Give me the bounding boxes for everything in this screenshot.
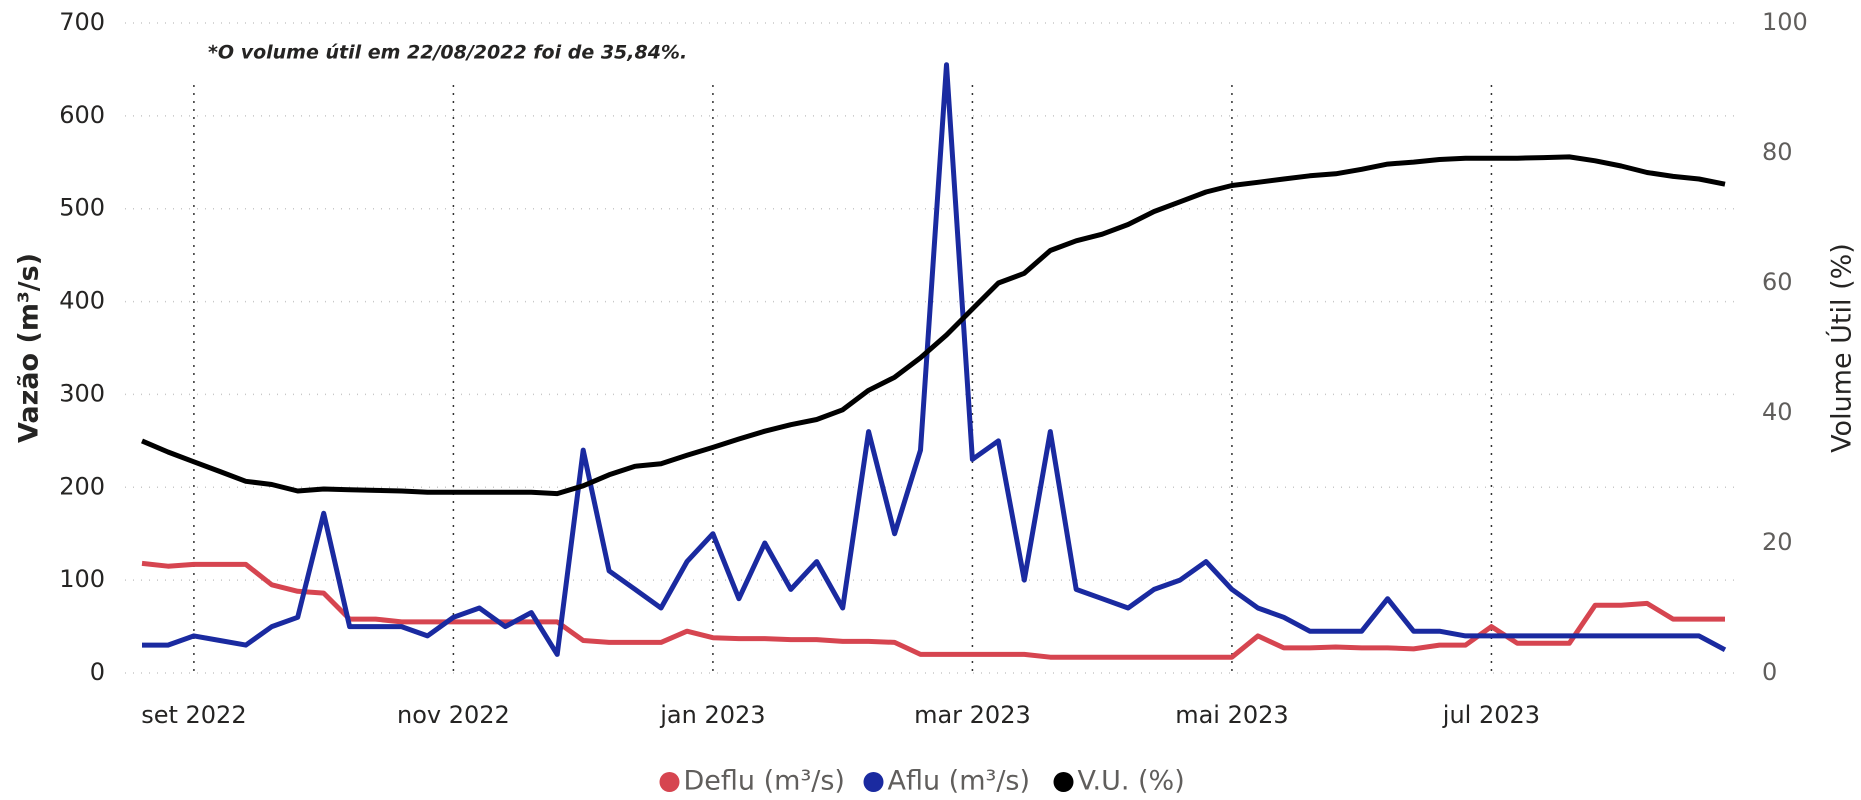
y-tick-label: 200	[59, 472, 105, 500]
legend-label: V.U. (%)	[1078, 766, 1185, 797]
x-tick-label: mar 2023	[914, 701, 1031, 729]
y2-tick-label: 60	[1762, 268, 1793, 296]
y2-tick-label: 20	[1762, 528, 1793, 556]
y2-tick-label: 0	[1762, 658, 1777, 686]
x-tick-label: jul 2023	[1442, 701, 1540, 729]
legend-marker	[1053, 772, 1074, 792]
series-line	[141, 560, 1725, 660]
y-tick-label: 0	[90, 658, 105, 686]
y2-tick-label: 80	[1762, 138, 1793, 166]
y-axis-label: Vazão (m³/s)	[14, 253, 45, 443]
y-tick-label: 100	[59, 565, 105, 593]
y2-tick-label: 100	[1762, 8, 1808, 36]
y-tick-label: 400	[59, 287, 105, 315]
legend-label: Deflu (m³/s)	[684, 766, 845, 797]
series-line	[141, 154, 1726, 497]
legend-label: Aflu (m³/s)	[888, 766, 1031, 797]
y-tick-label: 300	[59, 379, 105, 407]
x-tick-label: nov 2022	[397, 701, 510, 729]
y-tick-label: 700	[59, 8, 105, 36]
legend-marker	[659, 772, 680, 792]
y2-tick-label: 40	[1762, 398, 1793, 426]
legend-marker	[863, 772, 884, 792]
y-tick-label: 600	[59, 101, 105, 129]
series-line	[142, 62, 1727, 657]
x-tick-label: jan 2023	[659, 701, 765, 729]
x-tick-label: set 2022	[141, 701, 246, 729]
y2-axis-label: Volume Útil (%)	[1826, 243, 1858, 453]
annotation: *O volume útil em 22/08/2022 foi de 35,8…	[208, 42, 687, 64]
y-tick-label: 500	[59, 194, 105, 222]
x-tick-label: mai 2023	[1175, 701, 1288, 729]
